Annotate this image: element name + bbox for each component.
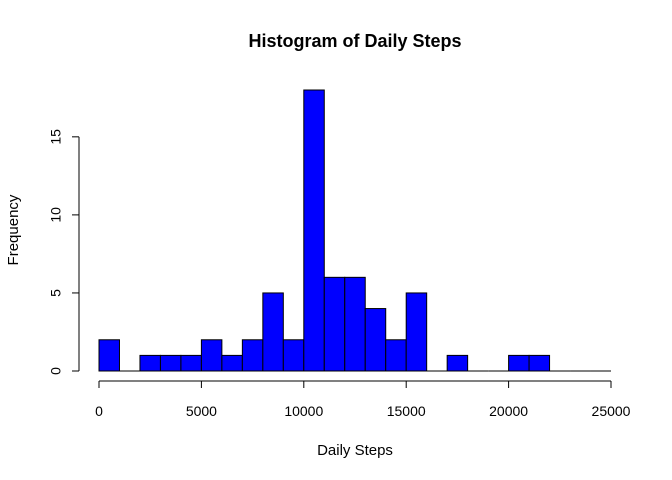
histogram-bar — [364, 308, 387, 372]
histogram-bar — [508, 354, 530, 372]
histogram-bar — [241, 339, 264, 372]
histogram-bar — [262, 292, 284, 372]
x-tick-label: 10000 — [284, 403, 323, 419]
y-tick-label: 5 — [48, 289, 64, 297]
histogram-bar — [159, 354, 182, 372]
histogram-bar — [139, 354, 161, 372]
histogram-bar — [282, 339, 305, 372]
histogram-bar — [98, 339, 120, 372]
bars-group — [98, 89, 611, 372]
x-tick-label: 25000 — [592, 403, 631, 419]
x-axis: 0 5000 10000 15000 20000 25000 — [95, 380, 631, 419]
histogram-bar — [528, 354, 551, 372]
x-tick-label: 0 — [95, 403, 103, 419]
histogram-bar — [180, 354, 202, 372]
histogram-bar — [446, 354, 469, 372]
x-axis-label: Daily Steps — [317, 442, 393, 459]
y-axis: 0 5 10 15 — [48, 129, 80, 375]
x-tick-label: 5000 — [186, 403, 217, 419]
y-tick-label: 15 — [48, 129, 64, 145]
histogram-bar — [405, 292, 428, 372]
histogram-bar — [200, 339, 223, 372]
histogram-bar — [385, 339, 407, 372]
y-axis-label: Frequency — [5, 194, 22, 265]
histogram-bar — [303, 89, 325, 372]
y-tick-label: 10 — [48, 207, 64, 223]
x-tick-label: 20000 — [489, 403, 528, 419]
chart-title: Histogram of Daily Steps — [248, 31, 461, 51]
y-tick-label: 0 — [48, 367, 64, 375]
histogram-bar — [344, 276, 366, 372]
x-tick-label: 15000 — [387, 403, 426, 419]
histogram-bar — [221, 354, 243, 372]
histogram-bar — [323, 276, 346, 372]
